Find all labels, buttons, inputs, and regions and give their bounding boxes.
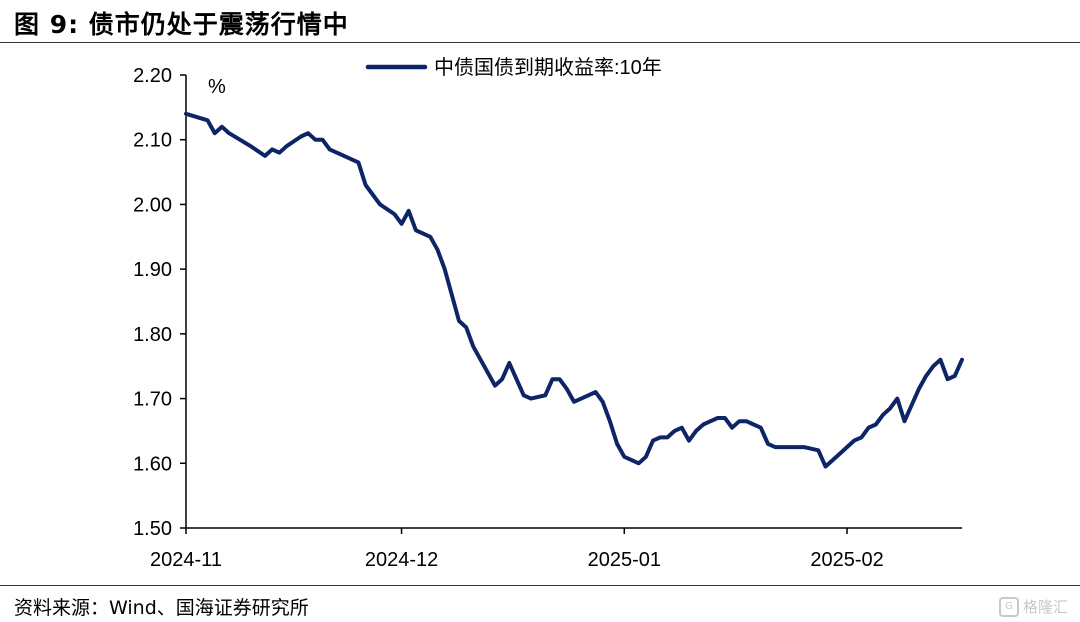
watermark: G 格隆汇	[998, 596, 1068, 617]
y-tick-label: 1.90	[133, 259, 172, 281]
y-tick-label: 1.50	[133, 518, 172, 540]
y-tick-label: 1.70	[133, 389, 172, 411]
bottom-rule	[0, 585, 1080, 586]
y-tick-label: 1.60	[133, 453, 172, 475]
series-line	[184, 111, 964, 469]
y-tick-label: 2.20	[133, 65, 172, 87]
x-tick-label: 2024-11	[150, 549, 222, 571]
figure-title: 图 9: 债市仍处于震荡行情中	[14, 10, 349, 39]
source-note: 资料来源：Wind、国海证券研究所	[14, 597, 309, 619]
watermark-text: 格隆汇	[1022, 598, 1068, 616]
top-rule	[0, 42, 1080, 43]
watermark-icon: G	[998, 596, 1019, 617]
x-tick-label: 2025-01	[588, 549, 661, 571]
y-tick-label: 1.80	[133, 324, 172, 346]
yield-chart: 1.50 1.60 1.70 1.80 1.90 2.00 2.10 2.20 % 2024-11…	[133, 56, 964, 571]
legend-label: 中债国债到期收益率:10年	[434, 56, 662, 79]
y-tick-label: 2.00	[133, 194, 172, 216]
x-tick-label: 2024-12	[365, 549, 438, 571]
y-tick-label: 2.10	[133, 130, 172, 152]
x-tick-label: 2025-02	[810, 549, 883, 571]
y-axis-unit: %	[208, 76, 226, 98]
